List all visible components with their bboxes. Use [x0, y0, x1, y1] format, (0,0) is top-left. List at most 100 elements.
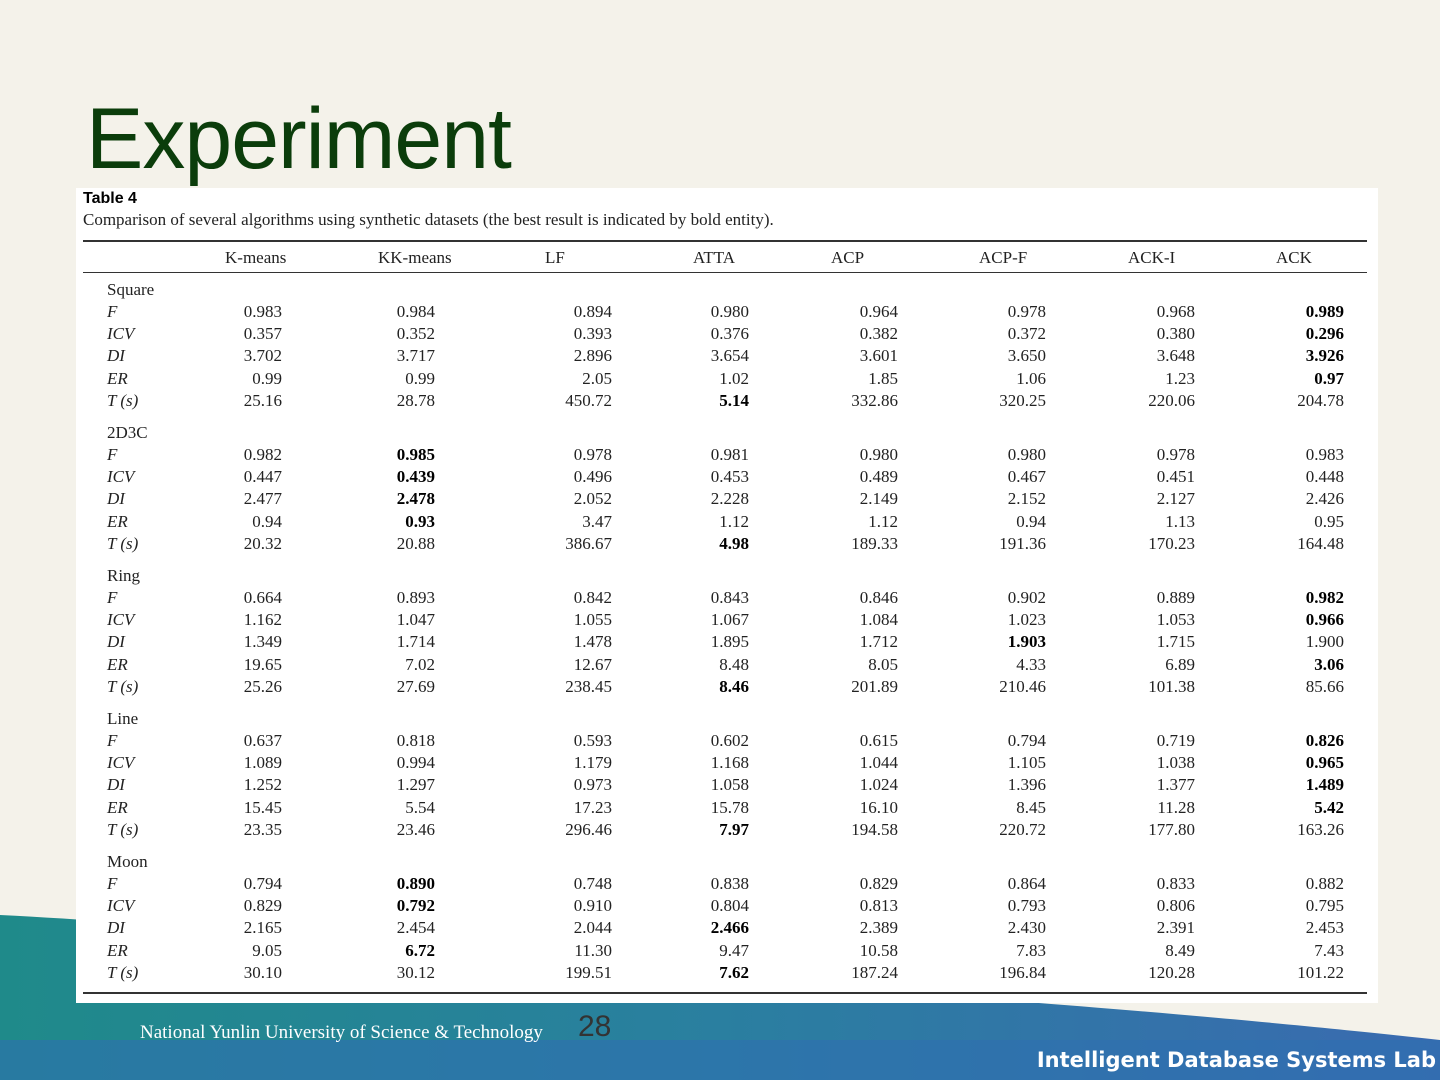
cell-value: 25.26 [243, 676, 282, 696]
cell-value: 3.06 [1314, 654, 1344, 674]
cell-value: 177.80 [1148, 819, 1195, 839]
cell-value: 0.99 [252, 368, 282, 388]
cell-value: 101.22 [1297, 962, 1344, 982]
cell-value: 16.10 [859, 797, 898, 817]
cell-value: 2.228 [710, 489, 749, 509]
cell-value: 1.168 [710, 753, 749, 773]
cell-value: 28.78 [396, 390, 435, 410]
cell-value: 1.089 [243, 753, 282, 773]
cell-value: 5.14 [719, 390, 749, 410]
row-label: F [107, 731, 118, 750]
cell-value: 0.382 [859, 324, 898, 344]
cell-value: 1.13 [1165, 511, 1195, 531]
cell-value: 7.43 [1314, 940, 1344, 960]
cell-value: 0.97 [1314, 368, 1344, 388]
column-header: ACP [831, 248, 865, 267]
cell-value: 196.84 [999, 962, 1046, 982]
row-label: T (s) [107, 533, 139, 553]
cell-value: 0.602 [710, 731, 749, 750]
column-header: K-means [225, 248, 287, 267]
cell-value: 1.023 [1007, 610, 1046, 630]
slide-title: Experiment [86, 91, 512, 187]
cell-value: 204.78 [1297, 390, 1344, 410]
cell-value: 0.489 [859, 467, 898, 487]
cell-value: 7.97 [719, 819, 749, 839]
cell-value: 10.58 [859, 940, 898, 960]
cell-value: 189.33 [851, 533, 898, 553]
cell-value: 85.66 [1305, 676, 1344, 696]
cell-value: 6.72 [405, 940, 435, 960]
cell-value: 0.352 [396, 324, 435, 344]
cell-value: 8.46 [719, 676, 749, 696]
cell-value: 1.396 [1007, 775, 1046, 795]
cell-value: 0.795 [1305, 896, 1344, 916]
cell-value: 9.05 [252, 940, 282, 960]
cell-value: 3.648 [1156, 346, 1195, 366]
cell-value: 1.06 [1016, 368, 1046, 388]
row-label: F [107, 302, 118, 321]
row-label: T (s) [107, 819, 139, 839]
cell-value: 0.93 [405, 511, 435, 531]
cell-value: 1.895 [710, 632, 749, 652]
cell-value: 0.496 [573, 467, 612, 487]
cell-value: 1.489 [1305, 775, 1344, 795]
cell-value: 20.88 [396, 533, 435, 553]
row-label: ICV [107, 896, 135, 916]
cell-value: 3.926 [1305, 346, 1344, 366]
cell-value: 0.968 [1156, 302, 1195, 321]
cell-value: 0.973 [573, 775, 612, 795]
cell-value: 15.45 [243, 797, 282, 817]
cell-value: 27.69 [396, 676, 435, 696]
cell-value: 2.149 [859, 489, 898, 509]
cell-value: 0.981 [710, 445, 749, 464]
cell-value: 0.794 [243, 874, 282, 893]
cell-value: 1.055 [573, 610, 612, 630]
cell-value: 1.067 [710, 610, 749, 630]
cell-value: 0.910 [573, 896, 612, 916]
cell-value: 19.65 [243, 654, 282, 674]
cell-value: 0.794 [1007, 731, 1046, 750]
cell-value: 1.044 [859, 753, 898, 773]
cell-value: 0.846 [859, 588, 898, 607]
cell-value: 0.804 [710, 896, 749, 916]
header-rule [83, 272, 1367, 273]
cell-value: 7.62 [719, 962, 749, 982]
cell-value: 0.994 [396, 753, 435, 773]
cell-value: 0.980 [1007, 445, 1046, 464]
cell-value: 3.601 [859, 346, 898, 366]
cell-value: 194.58 [851, 819, 898, 839]
cell-value: 1.349 [243, 632, 282, 652]
cell-value: 0.989 [1305, 302, 1344, 321]
cell-value: 0.813 [859, 896, 898, 916]
cell-value: 0.838 [710, 874, 749, 893]
cell-value: 0.94 [252, 511, 282, 531]
cell-value: 3.702 [243, 346, 282, 366]
row-label: ICV [107, 467, 135, 487]
cell-value: 0.980 [710, 302, 749, 321]
row-label: DI [107, 775, 125, 795]
cell-value: 2.391 [1156, 918, 1195, 938]
cell-value: 0.894 [573, 302, 612, 321]
cell-value: 0.882 [1305, 874, 1344, 893]
cell-value: 9.47 [719, 940, 749, 960]
cell-value: 120.28 [1148, 962, 1195, 982]
bottom-rule [83, 992, 1367, 994]
column-header: ATTA [693, 248, 736, 267]
cell-value: 0.818 [396, 731, 435, 750]
table-label: Table 4 [83, 190, 137, 207]
cell-value: 210.46 [999, 676, 1046, 696]
cell-value: 30.12 [396, 962, 435, 982]
group-label: Line [107, 709, 139, 728]
cell-value: 0.842 [573, 588, 612, 607]
cell-value: 4.98 [719, 533, 749, 553]
cell-value: 23.35 [243, 819, 282, 839]
cell-value: 1.478 [573, 632, 612, 652]
cell-value: 238.45 [565, 676, 612, 696]
cell-value: 2.426 [1305, 489, 1344, 509]
table-caption: Comparison of several algorithms using s… [83, 210, 774, 229]
cell-value: 7.02 [405, 654, 435, 674]
row-label: T (s) [107, 962, 139, 982]
row-label: T (s) [107, 676, 139, 696]
cell-value: 201.89 [851, 676, 898, 696]
